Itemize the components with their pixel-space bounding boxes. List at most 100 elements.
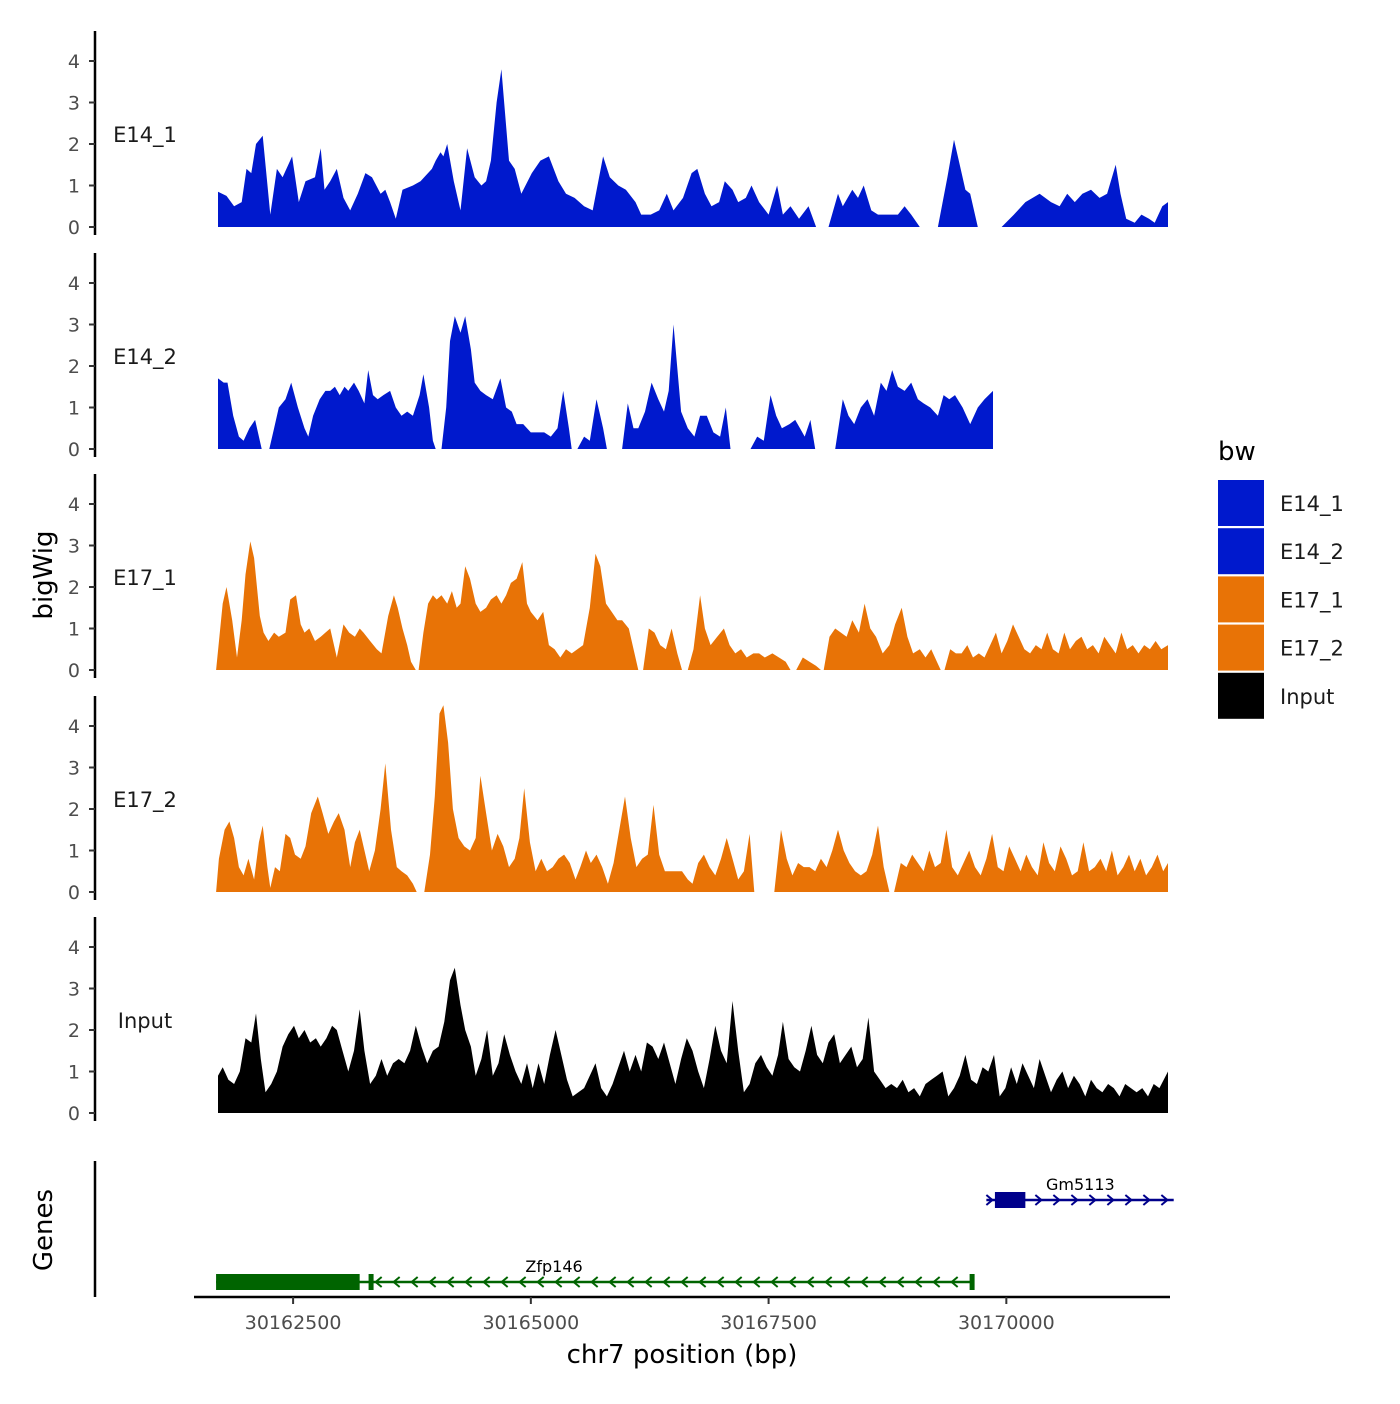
strand-arrow bbox=[734, 1276, 743, 1288]
signal-area bbox=[218, 967, 1168, 1113]
gene-label: Zfp146 bbox=[525, 1257, 582, 1276]
y-tick-label: 3 bbox=[68, 979, 80, 1001]
signal-area bbox=[1001, 164, 1168, 227]
strand-arrow bbox=[1034, 1194, 1043, 1206]
strand-arrow bbox=[374, 1276, 383, 1288]
signal-area bbox=[218, 378, 262, 449]
signal-area bbox=[774, 825, 890, 892]
strand-arrow bbox=[464, 1276, 473, 1288]
signal-area bbox=[687, 595, 791, 670]
strand-arrow bbox=[806, 1276, 815, 1288]
track-label: E17_1 bbox=[113, 566, 177, 591]
signal-area bbox=[937, 139, 978, 227]
y-tick-label: 4 bbox=[68, 273, 80, 295]
strand-arrow bbox=[698, 1276, 707, 1288]
gene-exon-mark bbox=[368, 1274, 374, 1290]
strand-arrow bbox=[932, 1276, 941, 1288]
y-tick-label: 2 bbox=[68, 1020, 80, 1042]
gene-exon bbox=[216, 1274, 360, 1290]
track-label: E17_2 bbox=[113, 788, 177, 813]
x-tick-label: 30162500 bbox=[245, 1312, 342, 1334]
x-tick-label: 30167500 bbox=[720, 1312, 817, 1334]
y-tick-label: 2 bbox=[68, 799, 80, 821]
strand-arrow bbox=[554, 1276, 563, 1288]
legend-swatch bbox=[1218, 576, 1264, 623]
genes-panel: Zfp146 Gm5113 bbox=[93, 1161, 1174, 1297]
strand-arrow bbox=[878, 1276, 887, 1288]
strand-arrow bbox=[662, 1276, 671, 1288]
legend: bw E14_1 E14_2 E17_1 E17_2 Input bbox=[1218, 437, 1344, 719]
gene-zfp146: Zfp146 bbox=[216, 1257, 975, 1290]
signal-area bbox=[894, 829, 1168, 892]
strand-arrow bbox=[518, 1276, 527, 1288]
strand-arrow bbox=[716, 1276, 725, 1288]
strand-arrow bbox=[1160, 1194, 1169, 1206]
y-tick-label: 1 bbox=[68, 1062, 80, 1084]
strand-arrow bbox=[1142, 1194, 1151, 1206]
x-tick-label: 30165000 bbox=[482, 1312, 579, 1334]
legend-swatch bbox=[1218, 528, 1264, 575]
track-e14-1: 0 1 2 3 4 E14_1 bbox=[68, 31, 1168, 239]
strand-arrow bbox=[1070, 1194, 1079, 1206]
legend-label: Input bbox=[1280, 685, 1334, 709]
strand-arrow bbox=[482, 1276, 491, 1288]
strand-arrow bbox=[1088, 1194, 1097, 1206]
track-label: Input bbox=[118, 1009, 172, 1033]
legend-title: bw bbox=[1218, 437, 1256, 467]
strand-arrow bbox=[1106, 1194, 1115, 1206]
signal-area bbox=[577, 399, 607, 449]
strand-arrow bbox=[680, 1276, 689, 1288]
strand-arrow bbox=[842, 1276, 851, 1288]
legend-entry: E14_2 bbox=[1218, 528, 1344, 575]
signal-area bbox=[835, 370, 993, 449]
signal-area bbox=[441, 316, 572, 449]
signal-area bbox=[424, 705, 755, 892]
strand-arrow bbox=[860, 1276, 869, 1288]
x-axis: 30162500 30165000 30167500 30170000 bbox=[194, 1295, 1170, 1334]
y-tick-label: 3 bbox=[68, 536, 80, 558]
y-tick-label: 2 bbox=[68, 134, 80, 156]
y-tick-label: 0 bbox=[68, 439, 80, 461]
signal-area bbox=[622, 324, 731, 449]
signal-area bbox=[269, 370, 436, 449]
strand-arrow bbox=[608, 1276, 617, 1288]
track-label: E14_2 bbox=[113, 345, 177, 370]
x-axis-title: chr7 position (bp) bbox=[567, 1340, 798, 1370]
y-tick-label: 1 bbox=[68, 841, 80, 863]
strand-arrow bbox=[824, 1276, 833, 1288]
y-tick-label: 4 bbox=[68, 716, 80, 738]
y-tick-label: 4 bbox=[68, 937, 80, 959]
strand-arrow bbox=[985, 1194, 994, 1206]
signal-area bbox=[828, 185, 920, 227]
signal-area bbox=[796, 657, 821, 670]
legend-swatch bbox=[1218, 672, 1264, 719]
track-e17-1: 0 1 2 3 4 E17_1 bbox=[68, 474, 1168, 682]
x-tick-label: 30170000 bbox=[958, 1312, 1055, 1334]
y-tick-label: 4 bbox=[68, 51, 80, 73]
strand-arrow bbox=[644, 1276, 653, 1288]
gene-gm5113: Gm5113 bbox=[985, 1175, 1174, 1208]
legend-entry: E17_1 bbox=[1218, 576, 1344, 623]
strand-arrow bbox=[500, 1276, 509, 1288]
strand-arrow bbox=[392, 1276, 401, 1288]
y-tick-label: 3 bbox=[68, 758, 80, 780]
gene-label: Gm5113 bbox=[1046, 1175, 1115, 1194]
legend-label: E17_1 bbox=[1280, 588, 1344, 613]
genes-axis-title: Genes bbox=[29, 1189, 59, 1271]
track-e14-2: 0 1 2 3 4 E14_2 bbox=[68, 253, 993, 461]
legend-label: E17_2 bbox=[1280, 637, 1344, 662]
legend-swatch bbox=[1218, 480, 1264, 526]
signal-area bbox=[418, 553, 639, 670]
signal-area bbox=[643, 628, 682, 670]
legend-entry: Input bbox=[1218, 672, 1334, 719]
legend-entry: E17_2 bbox=[1218, 624, 1344, 671]
y-tick-label: 3 bbox=[68, 315, 80, 337]
strand-arrow bbox=[626, 1276, 635, 1288]
y-tick-label: 0 bbox=[68, 217, 80, 239]
track-e17-2: 0 1 2 3 4 E17_2 bbox=[68, 696, 1168, 904]
strand-arrow bbox=[572, 1276, 581, 1288]
gene-exon-mark bbox=[969, 1274, 975, 1290]
strand-arrow bbox=[770, 1276, 779, 1288]
signal-area bbox=[750, 395, 816, 449]
